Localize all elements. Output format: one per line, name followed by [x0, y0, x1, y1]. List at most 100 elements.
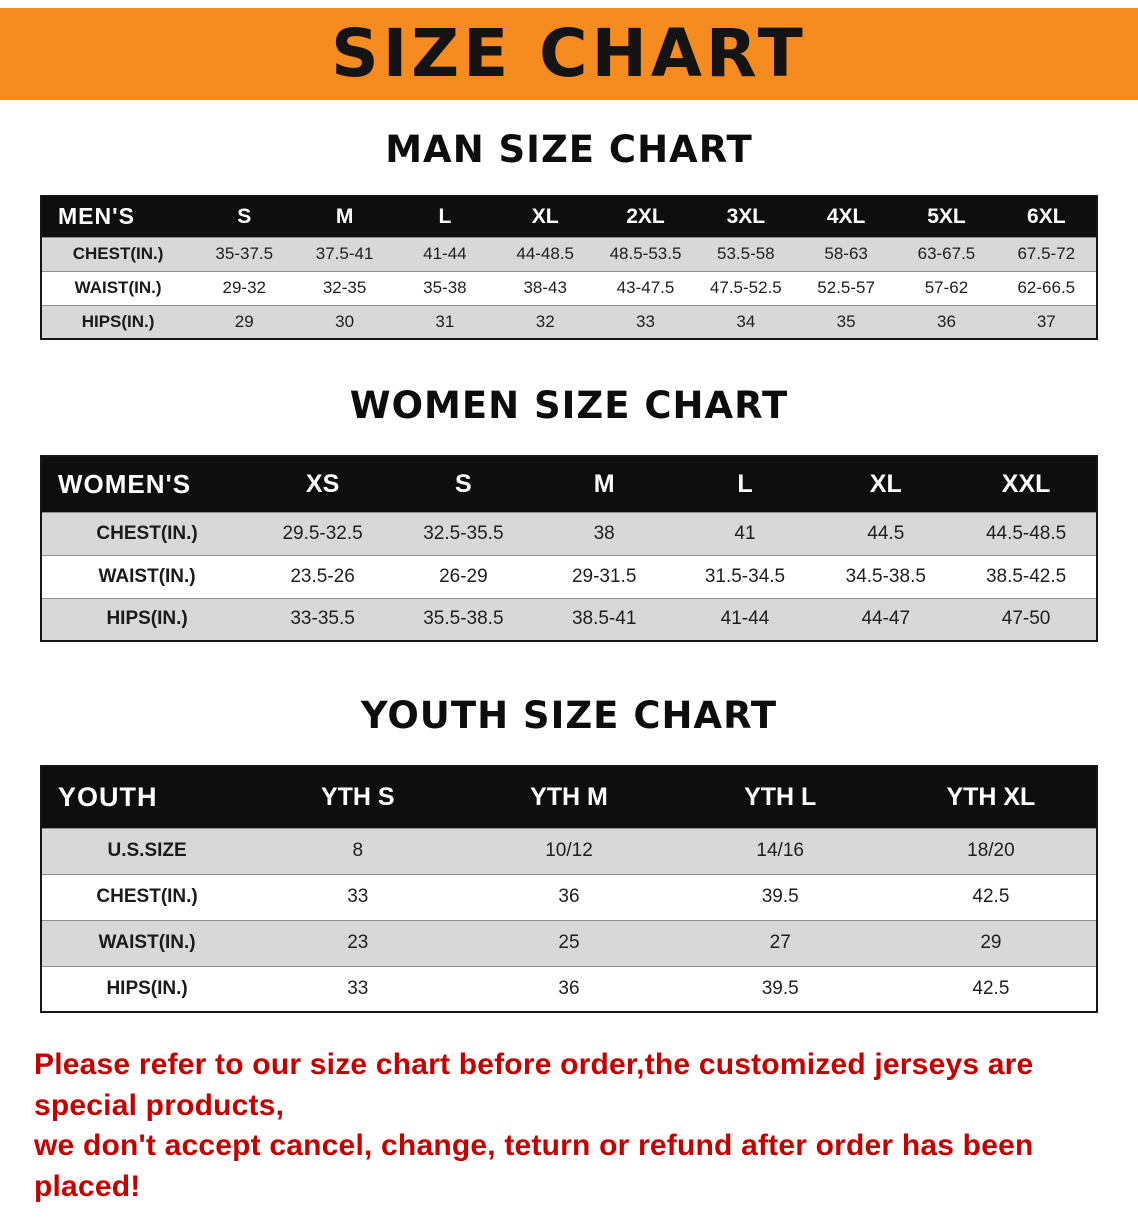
table-title-cell: WOMEN'S [58, 468, 192, 499]
table-row: HIPS(IN.) 29 30 31 32 33 34 35 36 37 [41, 304, 1097, 339]
size-value-cell: 14/16 [674, 827, 886, 874]
size-column-header: XXL [1001, 469, 1051, 498]
row-label-cell: WAIST(IN.) [41, 270, 195, 305]
row-label-cell: CHEST(IN.) [41, 511, 253, 555]
size-value-cell: 33 [595, 304, 696, 339]
row-label-cell: HIPS(IN.) [41, 304, 195, 339]
size-value-cell: 23.5-26 [252, 554, 393, 598]
size-column-header: L [438, 204, 452, 228]
size-value-cell: 29 [885, 919, 1097, 966]
table-row: WAIST(IN.) 23 25 27 29 [41, 919, 1097, 966]
row-label-cell: WAIST(IN.) [41, 919, 253, 966]
size-column-header: YTH M [530, 782, 608, 811]
size-value-cell: 53.5-58 [695, 236, 796, 271]
size-value-cell: 42.5 [885, 965, 1097, 1012]
size-value-cell: 39.5 [674, 873, 886, 920]
size-value-cell: 58-63 [795, 236, 897, 271]
youth-size-table: YOUTH YTH S YTH M YTH L YTH XL U.S.SIZE 8 10/12… [0, 765, 1138, 1013]
size-value-cell: 38.5-42.5 [956, 554, 1097, 598]
size-value-cell: 27 [674, 919, 886, 966]
men-section-heading: MAN SIZE CHART [385, 128, 753, 171]
size-table: WOMEN'S XS S M L XL XXL CHEST(IN.) 29.5-32.5 32.5… [40, 455, 1098, 642]
size-value-cell: 8 [252, 827, 464, 874]
size-value-cell: 38 [533, 511, 675, 555]
table-row: U.S.SIZE 8 10/12 14/16 18/20 [41, 827, 1097, 874]
size-column-header: YTH XL [946, 782, 1036, 811]
row-label-cell: CHEST(IN.) [41, 236, 195, 271]
men-size-section: MAN SIZE CHART MEN'S S M L XL 2XL 3XL 4XL 5XL 6XL… [0, 128, 1138, 340]
men-size-table: MEN'S S M L XL 2XL 3XL 4XL 5XL 6XL CHEST(IN.) 35-37… [0, 195, 1138, 340]
table-row: HIPS(IN.) 33 36 39.5 42.5 [41, 965, 1097, 1012]
size-value-cell: 44.5-48.5 [956, 511, 1097, 555]
size-column-header: YTH S [320, 782, 395, 811]
size-value-cell: 18/20 [885, 827, 1097, 874]
size-value-cell: 39.5 [674, 965, 886, 1012]
size-column-header: XL [531, 204, 559, 228]
size-value-cell: 42.5 [885, 873, 1097, 920]
size-value-cell: 37 [996, 304, 1097, 339]
youth-size-section: YOUTH SIZE CHART YOUTH YTH S YTH M YTH L YTH… [0, 694, 1138, 1013]
size-value-cell: 43-47.5 [595, 270, 696, 305]
size-column-header: XS [305, 469, 340, 498]
table-header-row: YOUTH YTH S YTH M YTH L YTH XL [41, 766, 1097, 828]
table-row: CHEST(IN.) 33 36 39.5 42.5 [41, 873, 1097, 920]
size-value-cell: 32-35 [294, 270, 395, 305]
size-value-cell: 25 [463, 919, 675, 966]
size-value-cell: 33-35.5 [252, 597, 393, 641]
disclaimer: Please refer to our size chart before or… [34, 1045, 1104, 1207]
size-value-cell: 23 [252, 919, 464, 966]
size-value-cell: 33 [252, 965, 464, 1012]
size-value-cell: 34.5-38.5 [815, 554, 957, 598]
row-label-cell: CHEST(IN.) [41, 873, 253, 920]
size-value-cell: 41 [674, 511, 816, 555]
table-row: WAIST(IN.) 29-32 32-35 35-38 38-43 43-47.5 47.… [41, 270, 1097, 305]
table-row: WAIST(IN.) 23.5-26 26-29 29-31.5 31.5-34.5 34… [41, 554, 1097, 598]
size-column-header: 6XL [1027, 204, 1066, 228]
size-value-cell: 44-47 [815, 597, 957, 641]
banner: SIZE CHART [0, 8, 1138, 100]
size-column-header: YTH L [744, 782, 817, 811]
size-column-header: M [593, 469, 615, 498]
table-title-cell: YOUTH [58, 781, 158, 812]
size-value-cell: 52.5-57 [795, 270, 897, 305]
size-value-cell: 33 [252, 873, 464, 920]
size-value-cell: 32 [495, 304, 596, 339]
size-column-header: 5XL [927, 204, 966, 228]
size-column-header: 4XL [826, 204, 866, 228]
size-value-cell: 47.5-52.5 [695, 270, 796, 305]
table-row: CHEST(IN.) 35-37.5 37.5-41 41-44 44-48.5 48.5… [41, 236, 1097, 271]
size-value-cell: 37.5-41 [294, 236, 395, 271]
size-value-cell: 48.5-53.5 [595, 236, 696, 271]
size-table: MEN'S S M L XL 2XL 3XL 4XL 5XL 6XL CHEST(IN.) 35-37… [40, 195, 1098, 340]
size-value-cell: 38.5-41 [533, 597, 675, 641]
table-row: CHEST(IN.) 29.5-32.5 32.5-35.5 38 41 44.5 44.5… [41, 511, 1097, 555]
youth-section-heading: YOUTH SIZE CHART [360, 694, 778, 737]
size-value-cell: 36 [463, 873, 675, 920]
size-value-cell: 36 [463, 965, 675, 1012]
women-size-table: WOMEN'S XS S M L XL XXL CHEST(IN.) 29.5-32.5 32.5… [0, 455, 1138, 642]
disclaimer-line-1: Please refer to our size chart before or… [34, 1048, 1034, 1122]
women-section-heading: WOMEN SIZE CHART [349, 384, 789, 427]
size-value-cell: 38-43 [495, 270, 596, 305]
size-column-header: S [237, 204, 252, 228]
size-value-cell: 34 [695, 304, 796, 339]
size-value-cell: 36 [896, 304, 997, 339]
row-label-cell: WAIST(IN.) [41, 554, 253, 598]
table-title-cell: MEN'S [58, 203, 135, 230]
table-header-row: MEN'S S M L XL 2XL 3XL 4XL 5XL 6XL [41, 196, 1097, 237]
disclaimer-line-2: we don't accept cancel, change, teturn o… [34, 1129, 1034, 1203]
size-value-cell: 29 [194, 304, 295, 339]
size-column-header: S [455, 469, 472, 498]
size-value-cell: 47-50 [956, 597, 1097, 641]
table-header-row: WOMEN'S XS S M L XL XXL [41, 456, 1097, 512]
row-label-cell: HIPS(IN.) [41, 965, 253, 1012]
size-column-header: XL [869, 469, 902, 498]
size-chart-page: SIZE CHART MAN SIZE CHART MEN'S S M L XL 2XL 3… [0, 8, 1138, 1207]
size-value-cell: 44-48.5 [495, 236, 596, 271]
size-value-cell: 63-67.5 [896, 236, 997, 271]
size-value-cell: 35-37.5 [194, 236, 295, 271]
size-value-cell: 26-29 [392, 554, 534, 598]
size-value-cell: 31 [394, 304, 496, 339]
size-column-header: L [737, 469, 753, 498]
size-value-cell: 10/12 [463, 827, 675, 874]
